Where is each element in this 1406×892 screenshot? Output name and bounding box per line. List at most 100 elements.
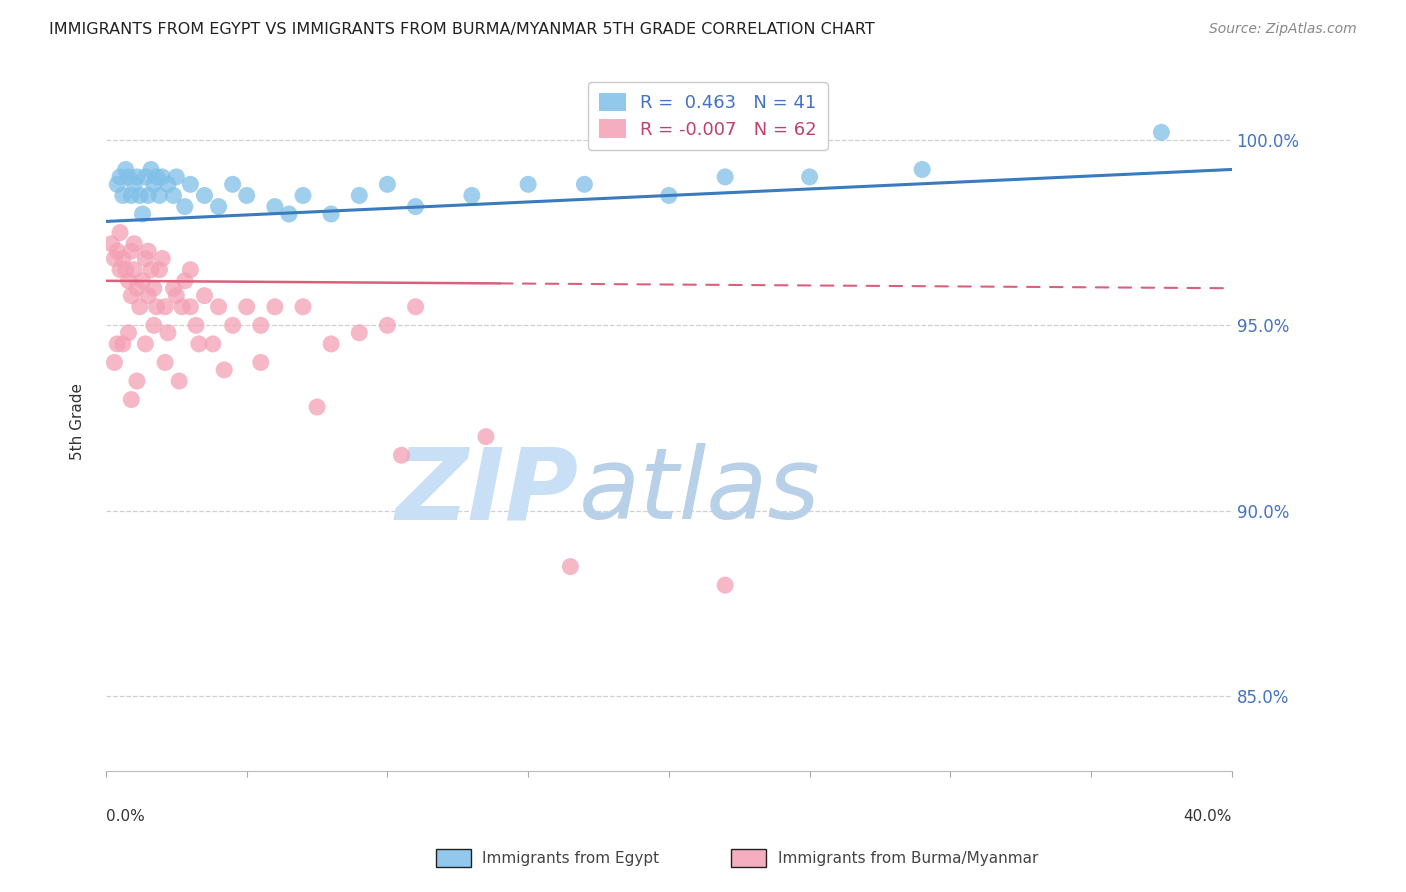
- Point: [193, 188, 215, 202]
- Point: [291, 300, 314, 314]
- Point: [517, 178, 540, 192]
- Point: [136, 288, 159, 302]
- Point: [911, 162, 934, 177]
- Point: [377, 318, 399, 333]
- Point: [145, 300, 167, 314]
- Text: 5th Grade: 5th Grade: [70, 384, 86, 460]
- Point: [799, 169, 821, 184]
- Point: [221, 318, 243, 333]
- Point: [658, 188, 681, 202]
- Point: [136, 244, 159, 259]
- Point: [207, 300, 229, 314]
- Point: [100, 236, 122, 251]
- Point: [122, 262, 145, 277]
- Point: [349, 188, 371, 202]
- Point: [165, 169, 187, 184]
- Point: [134, 337, 156, 351]
- Point: [134, 252, 156, 266]
- Point: [170, 300, 193, 314]
- Point: [153, 300, 176, 314]
- Point: [291, 188, 314, 202]
- Point: [207, 200, 229, 214]
- Point: [125, 281, 148, 295]
- Point: [111, 252, 134, 266]
- Point: [122, 236, 145, 251]
- Point: [201, 337, 224, 351]
- Point: [391, 448, 413, 462]
- Point: [184, 318, 207, 333]
- Point: [156, 326, 179, 340]
- Point: [173, 274, 195, 288]
- Point: [173, 200, 195, 214]
- Point: [117, 326, 139, 340]
- Point: [212, 363, 235, 377]
- Point: [148, 188, 170, 202]
- Point: [139, 262, 162, 277]
- Point: [114, 162, 136, 177]
- Point: [560, 559, 582, 574]
- Point: [105, 178, 128, 192]
- Text: 0.0%: 0.0%: [105, 809, 145, 824]
- Point: [249, 355, 271, 369]
- Point: [148, 262, 170, 277]
- Point: [125, 169, 148, 184]
- Point: [128, 188, 150, 202]
- Point: [111, 337, 134, 351]
- Text: 40.0%: 40.0%: [1184, 809, 1232, 824]
- Point: [120, 188, 142, 202]
- Point: [136, 188, 159, 202]
- Point: [277, 207, 299, 221]
- Point: [108, 226, 131, 240]
- Point: [156, 178, 179, 192]
- Point: [150, 252, 173, 266]
- Point: [114, 262, 136, 277]
- Legend: R =  0.463   N = 41, R = -0.007   N = 62: R = 0.463 N = 41, R = -0.007 N = 62: [588, 82, 828, 150]
- Point: [139, 162, 162, 177]
- Point: [235, 300, 257, 314]
- Text: atlas: atlas: [579, 443, 821, 541]
- Point: [105, 244, 128, 259]
- Point: [142, 178, 165, 192]
- Text: ZIP: ZIP: [396, 443, 579, 541]
- Point: [125, 374, 148, 388]
- Text: Source: ZipAtlas.com: Source: ZipAtlas.com: [1209, 22, 1357, 37]
- Point: [103, 355, 125, 369]
- Point: [321, 337, 343, 351]
- Point: [263, 200, 285, 214]
- Point: [187, 337, 209, 351]
- Point: [103, 252, 125, 266]
- Point: [108, 169, 131, 184]
- Point: [179, 300, 201, 314]
- Point: [167, 374, 190, 388]
- Point: [263, 300, 285, 314]
- Point: [349, 326, 371, 340]
- Text: IMMIGRANTS FROM EGYPT VS IMMIGRANTS FROM BURMA/MYANMAR 5TH GRADE CORRELATION CHA: IMMIGRANTS FROM EGYPT VS IMMIGRANTS FROM…: [49, 22, 875, 37]
- Point: [249, 318, 271, 333]
- Point: [714, 578, 737, 592]
- Text: Immigrants from Egypt: Immigrants from Egypt: [482, 851, 659, 865]
- Point: [461, 188, 484, 202]
- Point: [150, 169, 173, 184]
- Point: [235, 188, 257, 202]
- Point: [131, 207, 153, 221]
- Point: [120, 392, 142, 407]
- Point: [108, 262, 131, 277]
- Point: [142, 281, 165, 295]
- Point: [153, 355, 176, 369]
- Point: [307, 400, 329, 414]
- Point: [377, 178, 399, 192]
- Point: [105, 337, 128, 351]
- Point: [193, 288, 215, 302]
- Point: [120, 288, 142, 302]
- Point: [574, 178, 596, 192]
- Point: [1150, 125, 1173, 139]
- Point: [221, 178, 243, 192]
- Point: [321, 207, 343, 221]
- Point: [122, 178, 145, 192]
- Point: [162, 188, 184, 202]
- Text: Immigrants from Burma/Myanmar: Immigrants from Burma/Myanmar: [778, 851, 1038, 865]
- Point: [475, 430, 498, 444]
- Point: [714, 169, 737, 184]
- Point: [142, 318, 165, 333]
- Point: [117, 169, 139, 184]
